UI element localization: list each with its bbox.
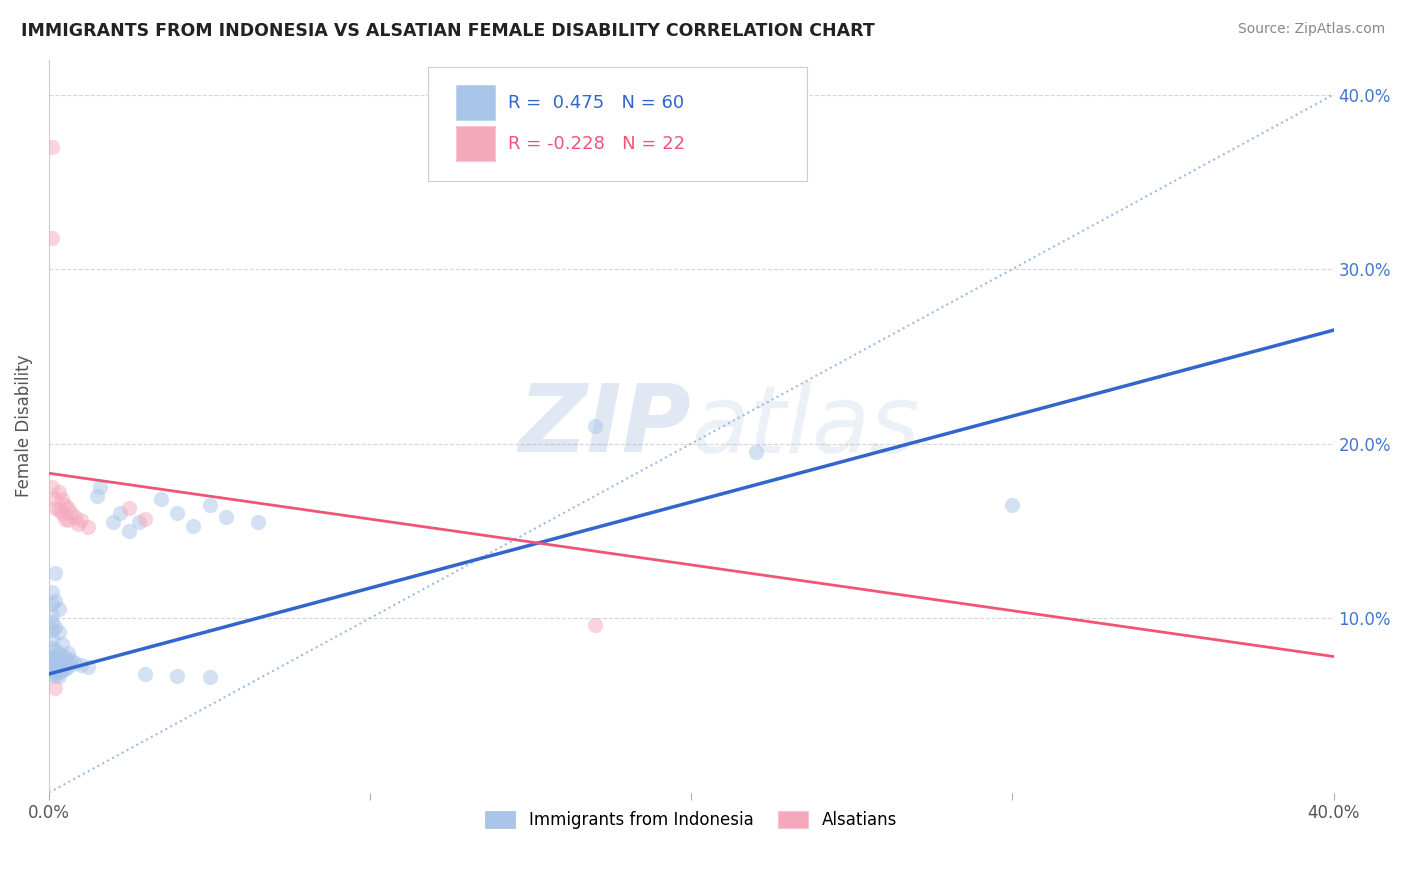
Point (58, 660, 80, 674)
Point (44, 669, 66, 683)
Point (41, 230, 63, 244)
Point (60, 653, 83, 667)
Point (41, 640, 63, 655)
Point (134, 511, 156, 525)
Point (51, 658, 73, 673)
Point (44, 651, 66, 665)
Point (118, 501, 141, 516)
Point (166, 669, 188, 683)
Point (48, 669, 70, 683)
Point (58, 501, 80, 516)
Point (86, 489, 108, 503)
Point (44, 492, 66, 507)
Point (70, 658, 93, 673)
Point (44, 593, 66, 607)
Point (48, 485, 70, 500)
Point (108, 507, 131, 521)
Point (53, 511, 76, 525)
Point (41, 624, 63, 638)
Point (150, 492, 173, 507)
Point (51, 664, 73, 678)
Point (58, 513, 80, 527)
Point (583, 419, 606, 434)
Point (89, 480, 111, 494)
Text: IMMIGRANTS FROM INDONESIA VS ALSATIAN FEMALE DISABILITY CORRELATION CHART: IMMIGRANTS FROM INDONESIA VS ALSATIAN FE… (21, 22, 875, 40)
Point (48, 665, 70, 680)
Point (41, 607, 63, 622)
Point (63, 509, 86, 524)
Point (44, 620, 66, 634)
Point (51, 649, 73, 664)
Text: atlas: atlas (692, 381, 920, 472)
Point (44, 665, 66, 680)
Point (76, 520, 98, 534)
Point (48, 503, 70, 517)
Point (44, 681, 66, 695)
Point (48, 646, 70, 660)
Point (48, 602, 70, 616)
Point (44, 501, 66, 516)
Point (166, 507, 188, 521)
Text: ZIP: ZIP (519, 380, 692, 472)
Point (103, 515, 125, 529)
Point (198, 670, 221, 684)
Point (76, 660, 98, 674)
Point (58, 646, 80, 660)
Point (53, 649, 76, 664)
FancyBboxPatch shape (456, 86, 495, 120)
Point (53, 498, 76, 512)
Point (41, 140, 63, 154)
Point (60, 507, 83, 521)
Point (41, 480, 63, 494)
Y-axis label: Female Disability: Female Disability (15, 355, 32, 498)
Point (44, 662, 66, 676)
Text: Source: ZipAtlas.com: Source: ZipAtlas.com (1237, 22, 1385, 37)
Point (128, 515, 150, 529)
Point (44, 642, 66, 657)
Point (48, 625, 70, 640)
Point (51, 507, 73, 521)
Point (44, 657, 66, 671)
Point (63, 657, 86, 671)
Point (41, 597, 63, 611)
Point (51, 492, 73, 507)
Point (41, 632, 63, 646)
Point (66, 516, 89, 531)
Point (41, 667, 63, 681)
Point (41, 655, 63, 669)
Point (48, 655, 70, 669)
FancyBboxPatch shape (456, 127, 495, 161)
FancyBboxPatch shape (427, 67, 807, 180)
Point (246, 515, 269, 529)
Legend: Immigrants from Indonesia, Alsatians: Immigrants from Indonesia, Alsatians (479, 804, 904, 836)
Point (41, 649, 63, 664)
Point (41, 585, 63, 599)
Point (744, 445, 766, 459)
Point (41, 615, 63, 629)
Point (183, 518, 205, 533)
Point (583, 618, 606, 632)
Point (198, 498, 221, 512)
Point (51, 637, 73, 651)
Point (48, 660, 70, 674)
Point (118, 524, 141, 538)
Point (1001, 498, 1024, 512)
Point (41, 664, 63, 678)
Text: R =  0.475   N = 60: R = 0.475 N = 60 (508, 94, 683, 112)
Point (53, 657, 76, 671)
Point (58, 655, 80, 669)
Point (214, 509, 236, 524)
Point (44, 566, 66, 580)
Point (41, 660, 63, 674)
Point (53, 662, 76, 676)
Point (134, 667, 156, 681)
Point (70, 513, 93, 527)
Text: R = -0.228   N = 22: R = -0.228 N = 22 (508, 135, 685, 153)
